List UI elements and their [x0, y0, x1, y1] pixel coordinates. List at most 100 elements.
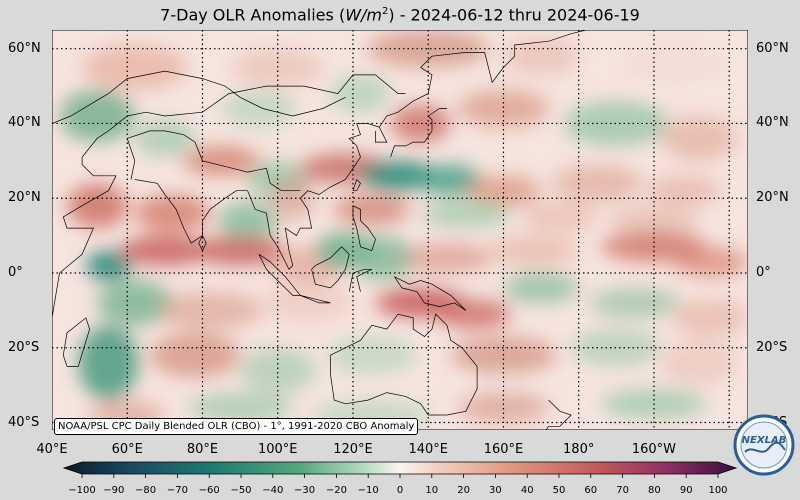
coastline — [258, 254, 302, 296]
colorbar-tick-label: −20 — [326, 485, 347, 496]
lon-label: 100°E — [257, 442, 298, 457]
anomaly-blob — [119, 235, 211, 266]
anomaly-blob — [401, 243, 493, 273]
coastlines — [52, 30, 587, 430]
anomaly-blob — [646, 175, 722, 206]
coastline — [300, 295, 331, 304]
anomaly-blob — [217, 201, 278, 240]
anomaly-blob — [221, 89, 297, 128]
colorbar-tick-label: 60 — [584, 485, 597, 496]
lat-label-left: 20°S — [8, 339, 40, 355]
lat-label-left: 60°N — [8, 40, 41, 56]
anomaly-blob — [360, 160, 436, 191]
anomaly-blob — [270, 175, 316, 221]
coastline — [545, 399, 572, 430]
anomaly-blob — [552, 164, 643, 202]
lon-label: 80°E — [186, 442, 219, 457]
anomaly-blob — [522, 201, 598, 232]
anomaly-blob — [134, 194, 211, 232]
anomaly-blob — [435, 299, 511, 330]
colorbar-tick-label: 40 — [521, 485, 534, 496]
coastline — [198, 234, 207, 251]
nexlab-logo: NEXLAB — [733, 414, 795, 476]
colorbar-tick-label: 20 — [457, 485, 470, 496]
coastline — [134, 179, 248, 244]
anomaly-blob — [59, 89, 135, 143]
coastline — [247, 123, 388, 270]
anomaly-blob — [326, 336, 417, 374]
anomaly-blob — [334, 194, 410, 225]
lat-label-right: 60°N — [756, 40, 789, 56]
lat-label-left: 0° — [8, 264, 23, 280]
coastline — [352, 178, 361, 192]
lat-label-right: 0° — [756, 264, 771, 280]
colorbar: −100 −90 −80 −70 −60 −50 −40 −30 −20 −10 0 10 20 30 40… — [62, 461, 738, 496]
map-title: 7-Day OLR Anomalies (W/m2) - 2024-06-12 … — [160, 5, 640, 25]
anomaly-blob — [458, 392, 549, 423]
anomaly-blob — [183, 145, 259, 176]
lat-label-left: 40°N — [8, 115, 41, 131]
colorbar-tick-label: −40 — [262, 485, 283, 496]
lat-label-right: 20°N — [756, 190, 789, 206]
coastline — [311, 246, 350, 289]
colorbar-tick-label: −10 — [358, 485, 379, 496]
coastline — [390, 108, 447, 158]
anomaly-blob — [67, 183, 128, 229]
anomaly-blob — [390, 104, 451, 143]
anomaly-blob — [240, 347, 316, 393]
colorbar-tick-label: 80 — [648, 485, 661, 496]
anomaly-blob — [563, 101, 669, 146]
colorbar-tick-label: −30 — [294, 485, 315, 496]
anomaly-blob — [149, 332, 241, 378]
colorbar-tick-label: 30 — [489, 485, 502, 496]
anomaly-blob — [503, 272, 579, 303]
coastline — [126, 130, 301, 192]
coastline — [52, 157, 117, 430]
anomaly-blob — [488, 235, 579, 266]
colorbar-tick-label: 90 — [680, 485, 693, 496]
coastline — [379, 30, 587, 128]
anomaly-blob — [571, 329, 662, 367]
coastline — [348, 268, 372, 292]
colorbar-tick-label: 50 — [553, 485, 566, 496]
coastline — [394, 276, 467, 311]
coastline — [81, 74, 406, 158]
colorbar-tick-label: 70 — [616, 485, 629, 496]
anomaly-blob — [97, 280, 173, 326]
lat-label-left: 20°N — [8, 190, 41, 206]
lon-label: 140°E — [408, 442, 448, 457]
lon-label: 180° — [563, 442, 595, 457]
anomaly-blob — [262, 284, 353, 322]
anomaly-blob — [330, 74, 391, 113]
colorbar-tick-label: −90 — [103, 485, 124, 496]
colorbar-tick-label: −80 — [135, 485, 156, 496]
anomaly-blob — [187, 392, 293, 423]
coastline — [352, 205, 376, 252]
anomaly-blob — [157, 291, 263, 330]
colorbar-tick-label: −70 — [167, 485, 188, 496]
olr-anomaly-map — [52, 30, 748, 430]
lat-label-right: 20°S — [756, 339, 788, 355]
colorbar-tick-label: 0 — [397, 485, 403, 496]
anomaly-blob — [620, 48, 726, 79]
lon-label: 160°W — [631, 442, 677, 457]
anomaly-blob — [194, 235, 286, 266]
anomaly-blob — [420, 164, 481, 195]
colorbar-tick-label: −100 — [68, 485, 95, 496]
anomaly-blob — [661, 340, 737, 386]
anomaly-blob — [661, 115, 737, 161]
anomaly-blob — [82, 44, 188, 90]
anomaly-blob — [503, 37, 579, 75]
lat-label-right: 40°N — [756, 115, 789, 131]
colorbar-scale — [62, 461, 738, 475]
lat-label-left: 40°S — [8, 414, 40, 430]
anomaly-blob — [672, 246, 748, 277]
anomaly-blob — [78, 325, 139, 401]
anomaly-blob — [458, 89, 549, 128]
colorbar-tick-label: −60 — [199, 485, 220, 496]
lon-label: 160°E — [483, 442, 524, 457]
anomaly-blob — [420, 198, 511, 229]
coastline — [52, 70, 226, 124]
lon-label: 60°E — [111, 442, 143, 457]
anomaly-blob — [134, 119, 195, 158]
